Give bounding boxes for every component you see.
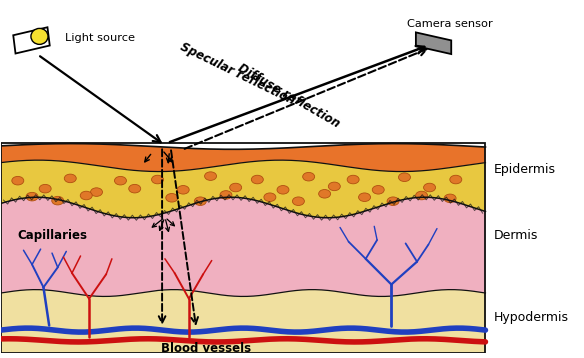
Ellipse shape [416,191,427,200]
Ellipse shape [230,183,242,192]
Ellipse shape [347,175,359,184]
Text: Epidermis: Epidermis [494,163,556,176]
Ellipse shape [52,197,64,205]
Ellipse shape [80,191,92,200]
Ellipse shape [251,175,263,184]
Ellipse shape [264,193,276,202]
Ellipse shape [220,191,232,199]
Ellipse shape [177,185,189,194]
Text: Dermis: Dermis [494,229,538,242]
Ellipse shape [12,176,24,185]
Ellipse shape [151,175,164,184]
Text: Diffuse reflection: Diffuse reflection [235,62,342,131]
Polygon shape [1,144,485,171]
Ellipse shape [398,173,411,182]
Ellipse shape [31,28,48,44]
Ellipse shape [319,189,331,198]
Text: Hypodermis: Hypodermis [494,311,569,324]
Polygon shape [416,33,451,54]
Ellipse shape [39,184,51,193]
Ellipse shape [328,182,340,191]
Ellipse shape [303,173,315,181]
Ellipse shape [91,188,103,197]
Ellipse shape [26,192,38,201]
Text: Specular reflection: Specular reflection [178,40,297,107]
Text: Camera sensor: Camera sensor [406,19,492,29]
Ellipse shape [204,172,217,180]
Text: Light source: Light source [65,33,134,43]
Ellipse shape [114,176,127,185]
Ellipse shape [64,174,77,183]
Polygon shape [1,197,485,296]
Ellipse shape [359,193,370,202]
Ellipse shape [277,185,289,194]
Ellipse shape [293,197,304,205]
Ellipse shape [372,185,384,194]
Ellipse shape [387,197,399,205]
Ellipse shape [444,194,456,203]
Polygon shape [13,27,50,53]
Text: Capillaries: Capillaries [18,229,88,242]
Polygon shape [1,290,485,353]
Ellipse shape [194,197,206,205]
Ellipse shape [423,183,436,192]
Ellipse shape [166,194,178,202]
Ellipse shape [450,175,462,184]
Ellipse shape [128,184,141,193]
Text: Blood vessels: Blood vessels [161,342,251,355]
Polygon shape [1,160,485,218]
